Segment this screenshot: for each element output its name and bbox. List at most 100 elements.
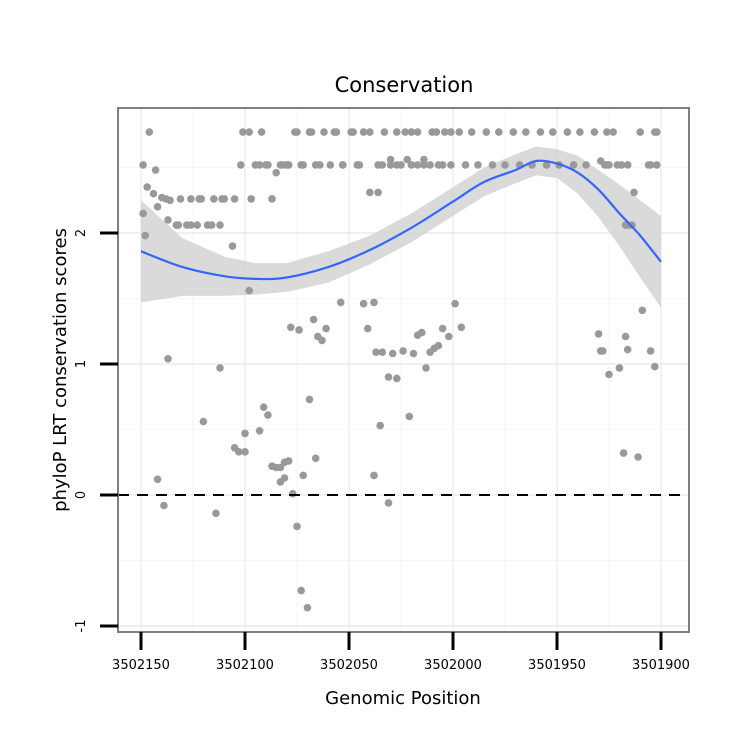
data-point	[359, 299, 368, 308]
data-point	[403, 155, 412, 164]
data-point	[621, 332, 630, 341]
data-point	[636, 128, 644, 136]
data-point	[307, 128, 316, 136]
data-point	[599, 347, 607, 355]
data-point	[634, 453, 642, 461]
data-point	[384, 373, 393, 381]
data-point	[576, 128, 584, 136]
data-point	[405, 412, 414, 421]
data-point	[366, 128, 374, 136]
data-point	[363, 324, 372, 333]
data-point	[291, 128, 299, 136]
data-point	[210, 195, 218, 203]
data-point	[378, 348, 387, 357]
data-point	[440, 128, 449, 136]
data-point	[461, 161, 470, 169]
data-point	[166, 196, 174, 205]
data-point	[199, 417, 208, 426]
y-axis-label: phyloP LRT conservation scores	[50, 228, 71, 512]
data-point	[646, 347, 655, 355]
data-point	[594, 330, 603, 338]
chart-title: Conservation	[335, 73, 474, 97]
data-point	[245, 128, 253, 136]
data-point	[376, 421, 385, 430]
data-point	[399, 347, 407, 355]
x-tick-label: 3502050	[320, 658, 378, 673]
y-tick-label: -1	[74, 620, 89, 633]
data-point	[409, 349, 418, 358]
data-point	[241, 429, 249, 438]
data-point	[195, 195, 203, 203]
x-axis-label: Genomic Position	[325, 688, 481, 709]
data-point	[651, 128, 659, 136]
data-point	[418, 328, 426, 337]
data-point	[549, 128, 557, 136]
data-point	[590, 128, 599, 136]
x-tick-label: 3502150	[112, 658, 170, 673]
scatter-points	[139, 128, 661, 612]
data-point	[145, 128, 154, 136]
data-point	[149, 189, 158, 198]
data-point	[139, 209, 147, 218]
data-point	[305, 395, 314, 404]
data-point	[322, 324, 330, 333]
confidence-band	[141, 146, 661, 308]
data-point	[482, 128, 491, 136]
data-point	[160, 501, 168, 510]
y-tick-label: 1	[74, 360, 89, 368]
data-point	[207, 221, 216, 229]
data-point	[386, 161, 395, 169]
data-point	[374, 188, 382, 197]
data-point	[432, 128, 441, 136]
data-point	[293, 522, 301, 531]
data-point	[413, 161, 422, 169]
data-point	[259, 403, 268, 412]
data-point	[355, 161, 364, 169]
data-point	[193, 221, 201, 229]
data-point	[287, 323, 295, 332]
data-point	[349, 128, 358, 136]
data-point	[216, 364, 224, 372]
data-point	[228, 242, 237, 250]
data-point	[264, 411, 272, 419]
data-point	[457, 323, 466, 332]
data-point	[370, 298, 378, 307]
data-point	[623, 345, 632, 354]
data-point	[386, 155, 395, 164]
data-point	[141, 231, 149, 240]
y-tick-label: 2	[74, 229, 89, 237]
data-point	[623, 161, 632, 169]
data-point	[216, 221, 224, 229]
smooth-line	[140, 159, 662, 281]
data-point	[318, 336, 326, 345]
data-point	[187, 221, 195, 229]
data-point	[282, 161, 291, 169]
data-point	[311, 454, 320, 463]
data-point	[176, 195, 185, 203]
y-tick-label: 0	[74, 491, 89, 499]
data-point	[605, 370, 613, 379]
data-point	[139, 161, 147, 169]
data-point	[609, 128, 617, 136]
data-point	[187, 195, 195, 203]
data-point	[474, 161, 482, 169]
data-point	[245, 286, 253, 295]
data-point	[582, 161, 590, 169]
data-point	[239, 128, 247, 136]
data-point	[235, 448, 243, 456]
data-point	[297, 586, 306, 595]
data-point	[522, 128, 530, 136]
x-tick-label: 3501900	[632, 658, 690, 673]
data-point	[372, 348, 380, 357]
x-tick-label: 3501950	[528, 658, 586, 673]
data-point	[569, 161, 578, 169]
data-point	[380, 128, 389, 136]
data-point	[619, 449, 628, 457]
data-point	[212, 509, 220, 518]
data-point	[276, 463, 285, 472]
data-point	[330, 128, 339, 136]
data-point	[434, 341, 443, 350]
data-point	[164, 355, 172, 363]
data-point	[630, 188, 638, 197]
